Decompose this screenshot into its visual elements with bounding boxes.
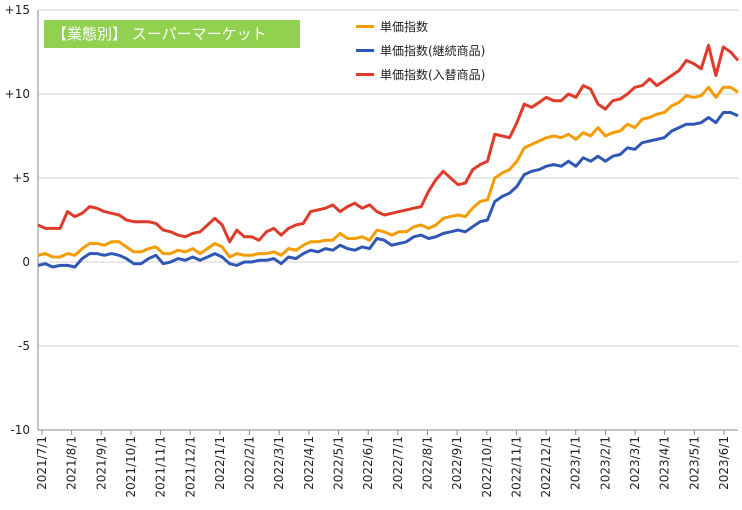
legend-label-unit-price: 単価指数 (380, 19, 429, 34)
axes (37, 10, 738, 435)
x-tick-label: 2023/4/1 (658, 436, 672, 490)
y-tick-label: +15 (5, 3, 30, 17)
x-tick-label: 2022/11/1 (509, 436, 523, 498)
y-tick-label: +10 (5, 87, 30, 101)
x-tick-labels: 2021/7/1 2021/8/1 2021/9/1 2021/10/1 2021/11… (35, 436, 731, 498)
x-tick-label: 2023/1/1 (569, 436, 583, 490)
legend-swatch-continuing (356, 48, 374, 52)
legend-swatch-unit-price (356, 24, 374, 28)
legend-item-unit-price: 単価指数 (356, 14, 485, 38)
y-tick-label: +5 (12, 171, 30, 185)
x-tick-label: 2022/8/1 (420, 436, 434, 490)
x-tick-label: 2021/9/1 (94, 436, 108, 490)
x-tick-label: 2022/6/1 (361, 436, 375, 490)
x-tick-label: 2021/7/1 (35, 436, 49, 490)
y-tick-labels: +15 +10 +5 0 -5 -10 (5, 3, 30, 437)
x-tick-label: 2021/10/1 (124, 436, 138, 498)
series-line-1 (37, 111, 739, 269)
series-lines (37, 43, 740, 269)
x-tick-label: 2023/6/1 (717, 436, 731, 490)
x-tick-label: 2023/3/1 (628, 436, 642, 490)
x-tick-label: 2022/2/1 (243, 436, 257, 490)
legend-swatch-replacement (356, 72, 374, 76)
legend: 単価指数 単価指数(継続商品) 単価指数(入替商品) (356, 14, 485, 86)
x-tick-label: 2023/5/1 (687, 436, 701, 490)
series-line-0 (37, 85, 739, 259)
x-tick-label: 2022/9/1 (450, 436, 464, 490)
y-tick-label: -10 (10, 423, 30, 437)
legend-label-continuing: 単価指数(継続商品) (380, 43, 486, 58)
x-tick-label: 2022/1/1 (213, 436, 227, 490)
x-tick-label: 2023/2/1 (598, 436, 612, 490)
chart-title-box: 【業態別】 スーパーマーケット (44, 20, 300, 48)
x-tick-label: 2021/11/1 (154, 436, 168, 498)
legend-label-replacement: 単価指数(入替商品) (380, 67, 486, 82)
y-tick-label: -5 (18, 339, 30, 353)
x-tick-label: 2022/7/1 (391, 436, 405, 490)
x-tick-label: 2021/8/1 (65, 436, 79, 490)
legend-item-continuing: 単価指数(継続商品) (356, 38, 485, 62)
x-tick-label: 2021/12/1 (183, 436, 197, 498)
series-line-2 (37, 43, 740, 244)
chart-title: 【業態別】 スーパーマーケット (52, 25, 267, 43)
x-tick-label: 2022/4/1 (302, 436, 316, 490)
y-tick-label: 0 (22, 255, 30, 269)
x-tick-label: 2022/10/1 (480, 436, 494, 498)
x-tick-label: 2022/5/1 (332, 436, 346, 490)
x-tick-label: 2022/3/1 (272, 436, 286, 490)
legend-item-replacement: 単価指数(入替商品) (356, 62, 485, 86)
x-tick-label: 2022/12/1 (539, 436, 553, 498)
